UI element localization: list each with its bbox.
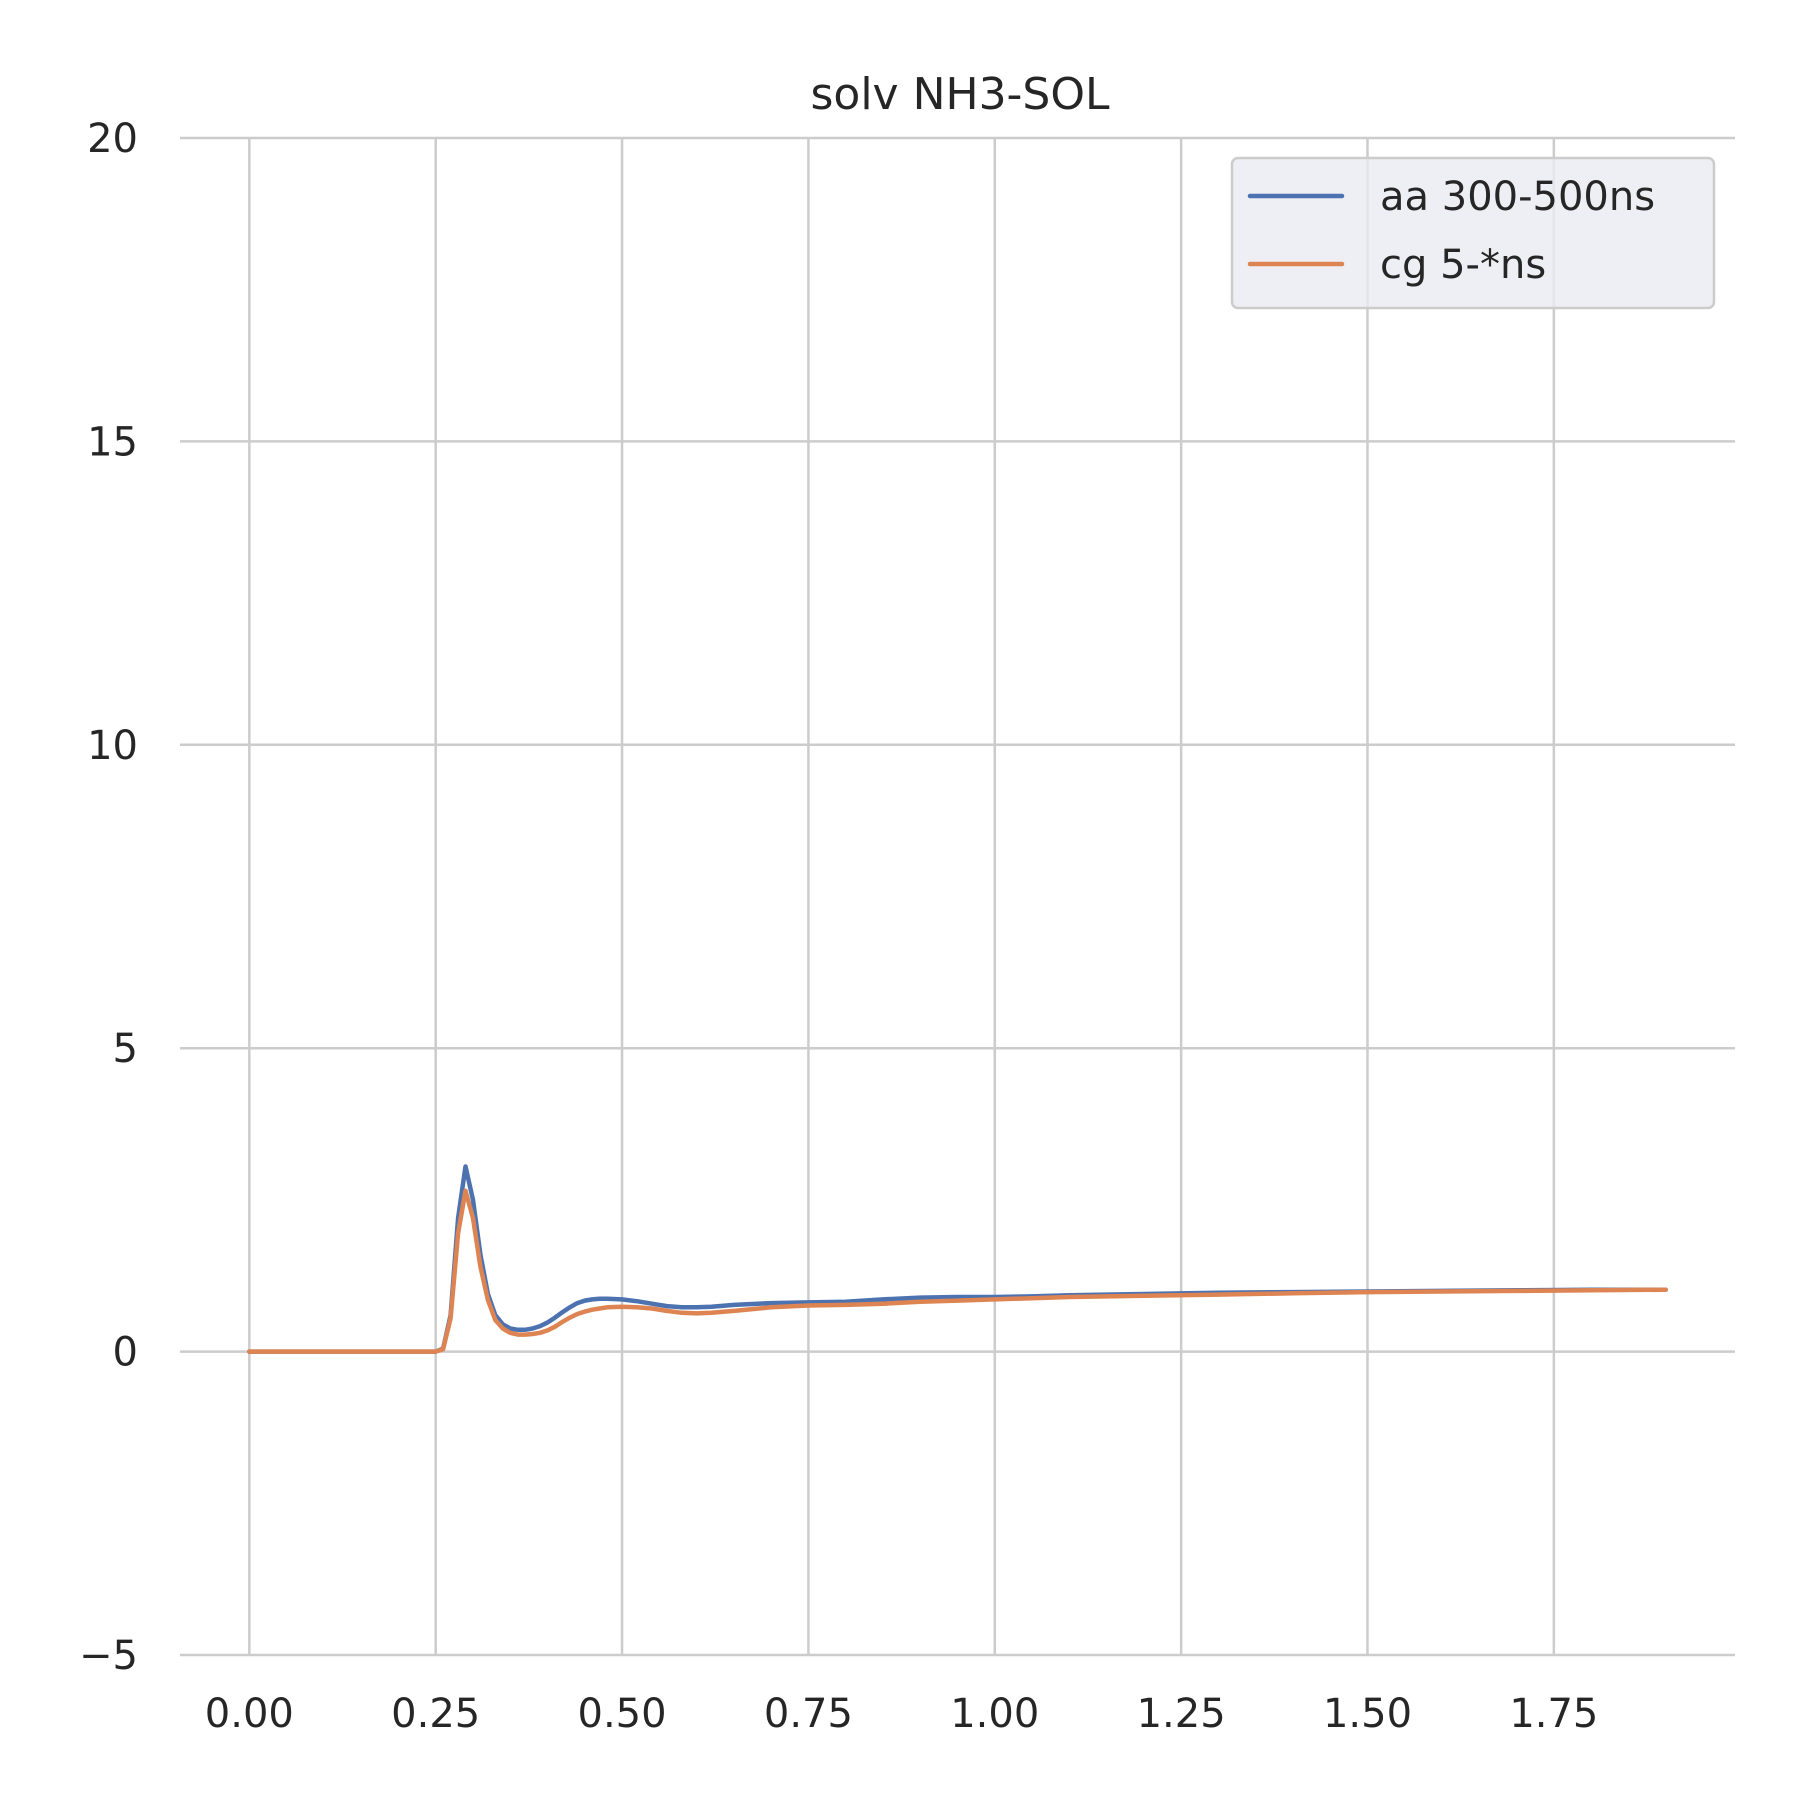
legend: aa 300-500ns cg 5-*ns <box>1230 156 1716 310</box>
y-tick-label: 0 <box>113 1330 138 1376</box>
tick-labels: 0.00 0.25 0.50 0.75 1.00 1.25 1.50 1.75 −5 0 5 10 15… <box>79 116 1598 1737</box>
x-tick-label: 1.00 <box>950 1691 1039 1737</box>
x-tick-label: 0.75 <box>764 1691 853 1737</box>
y-tick-label: 10 <box>87 723 138 769</box>
x-tick-label: 1.25 <box>1137 1691 1226 1737</box>
x-tick-label: 0.50 <box>578 1691 667 1737</box>
y-tick-label: 5 <box>113 1026 138 1072</box>
x-tick-label: 1.50 <box>1323 1691 1412 1737</box>
x-tick-label: 0.25 <box>391 1691 480 1737</box>
legend-label: aa 300-500ns <box>1380 174 1655 220</box>
y-tick-label: 20 <box>87 116 138 162</box>
x-tick-label: 1.75 <box>1509 1691 1598 1737</box>
legend-label: cg 5-*ns <box>1380 242 1546 288</box>
series-group <box>247 1164 1668 1354</box>
x-tick-label: 0.00 <box>205 1691 294 1737</box>
y-tick-label: −5 <box>79 1633 138 1679</box>
series-line-cg <box>247 1188 1668 1354</box>
legend-box <box>1230 156 1716 310</box>
grid <box>180 136 1735 1657</box>
chart-title: solv NH3-SOL <box>810 69 1110 120</box>
y-tick-label: 15 <box>87 419 138 465</box>
